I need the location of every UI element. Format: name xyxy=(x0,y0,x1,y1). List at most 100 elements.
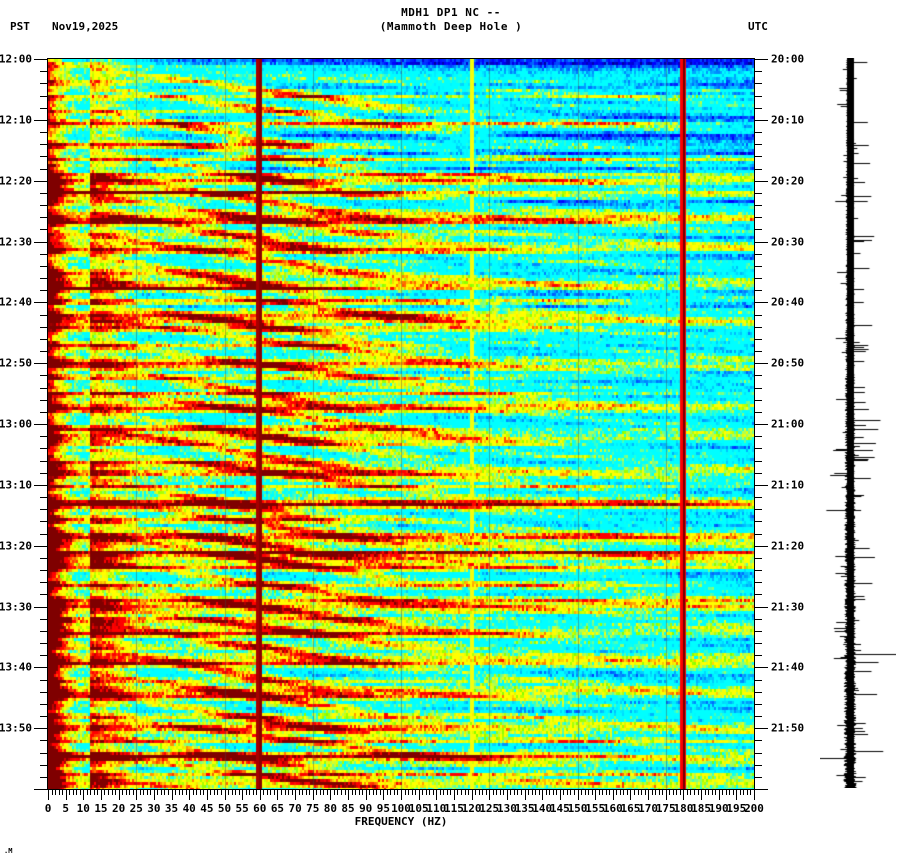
tick-minor xyxy=(175,789,176,795)
tick-minor xyxy=(369,789,370,795)
tick-minor xyxy=(528,789,529,795)
tick-major xyxy=(754,59,768,60)
tick-minor xyxy=(108,789,109,795)
tick-minor xyxy=(40,156,48,157)
time-label-utc: 20:30 xyxy=(771,235,805,248)
tick-minor xyxy=(754,278,762,279)
spectrogram-canvas[interactable] xyxy=(48,59,754,789)
tick-minor xyxy=(567,789,568,795)
tick-minor xyxy=(221,789,222,795)
tick-major xyxy=(666,789,667,800)
tick-minor xyxy=(754,692,762,693)
spectrogram-plot[interactable] xyxy=(47,58,755,790)
tick-minor xyxy=(740,789,741,795)
frequency-label: 160 xyxy=(602,802,623,815)
tick-major xyxy=(595,789,596,800)
tick-minor xyxy=(556,789,557,795)
tick-minor xyxy=(496,789,497,795)
tick-minor xyxy=(698,789,699,795)
frequency-label: 55 xyxy=(235,802,249,815)
tick-minor xyxy=(694,789,695,795)
tick-minor xyxy=(40,680,48,681)
time-label-utc: 20:10 xyxy=(771,113,805,127)
tick-minor xyxy=(397,789,398,795)
tick-minor xyxy=(40,315,48,316)
tick-major xyxy=(578,789,579,800)
tick-minor xyxy=(754,461,762,462)
tick-major xyxy=(401,789,402,800)
tick-major xyxy=(630,789,631,800)
tick-major xyxy=(525,789,526,800)
tick-minor xyxy=(592,789,593,795)
tick-minor xyxy=(359,789,360,795)
tick-minor xyxy=(168,789,169,795)
tick-minor xyxy=(754,534,762,535)
time-label-pst: 13:40 xyxy=(0,660,32,674)
tick-minor xyxy=(232,789,233,795)
tick-minor xyxy=(76,789,77,795)
frequency-label: 50 xyxy=(217,802,232,815)
tick-minor xyxy=(90,789,91,795)
left-timezone-label: PST xyxy=(10,20,30,33)
tick-minor xyxy=(408,789,409,795)
tick-minor xyxy=(405,789,406,795)
tick-minor xyxy=(754,83,762,84)
time-label-pst: 13:50 xyxy=(0,721,32,735)
tick-minor xyxy=(754,582,762,583)
tick-minor xyxy=(320,789,321,795)
tick-minor xyxy=(754,169,762,170)
tick-minor xyxy=(200,789,201,795)
tick-major xyxy=(34,546,48,547)
frequency-label: 20 xyxy=(111,802,126,815)
tick-minor xyxy=(754,740,762,741)
tick-major xyxy=(277,789,278,800)
tick-minor xyxy=(196,789,197,795)
tick-minor xyxy=(754,229,762,230)
time-label-utc: 21:10 xyxy=(771,478,805,492)
frequency-axis-title: FREQUENCY (HZ) xyxy=(354,815,448,828)
tick-major xyxy=(34,789,48,790)
tick-minor xyxy=(40,704,48,705)
tick-major xyxy=(754,789,768,790)
tick-minor xyxy=(754,71,762,72)
tick-minor xyxy=(521,789,522,795)
tick-minor xyxy=(40,497,48,498)
tick-minor xyxy=(426,789,427,795)
tick-major xyxy=(34,242,48,243)
tick-minor xyxy=(182,789,183,795)
tick-major xyxy=(754,242,768,243)
tick-minor xyxy=(754,521,762,522)
frequency-label: 25 xyxy=(129,802,143,815)
tick-minor xyxy=(708,789,709,795)
tick-minor xyxy=(465,789,466,795)
frequency-label: 190 xyxy=(708,802,729,815)
tick-minor xyxy=(539,789,540,795)
tick-minor xyxy=(40,631,48,632)
tick-minor xyxy=(638,789,639,795)
tick-major xyxy=(154,789,155,800)
station-code-title: MDH1 DP1 NC -- xyxy=(401,6,501,19)
tick-major xyxy=(348,789,349,800)
tick-minor xyxy=(40,388,48,389)
tick-minor xyxy=(754,254,762,255)
tick-minor xyxy=(40,108,48,109)
tick-minor xyxy=(40,193,48,194)
frequency-label: 175 xyxy=(655,802,676,815)
tick-minor xyxy=(585,789,586,795)
frequency-label: 95 xyxy=(376,802,390,815)
tick-major xyxy=(83,789,84,800)
tick-minor xyxy=(754,716,762,717)
tick-minor xyxy=(133,789,134,795)
tick-minor xyxy=(549,789,550,795)
tick-minor xyxy=(302,789,303,795)
tick-minor xyxy=(147,789,148,795)
frequency-label: 150 xyxy=(567,802,588,815)
tick-major xyxy=(313,789,314,800)
tick-minor xyxy=(412,789,413,795)
tick-minor xyxy=(246,789,247,795)
tick-minor xyxy=(292,789,293,795)
tick-major xyxy=(754,363,768,364)
tick-minor xyxy=(40,753,48,754)
date-label: Nov19,2025 xyxy=(52,20,119,33)
tick-minor xyxy=(754,132,762,133)
